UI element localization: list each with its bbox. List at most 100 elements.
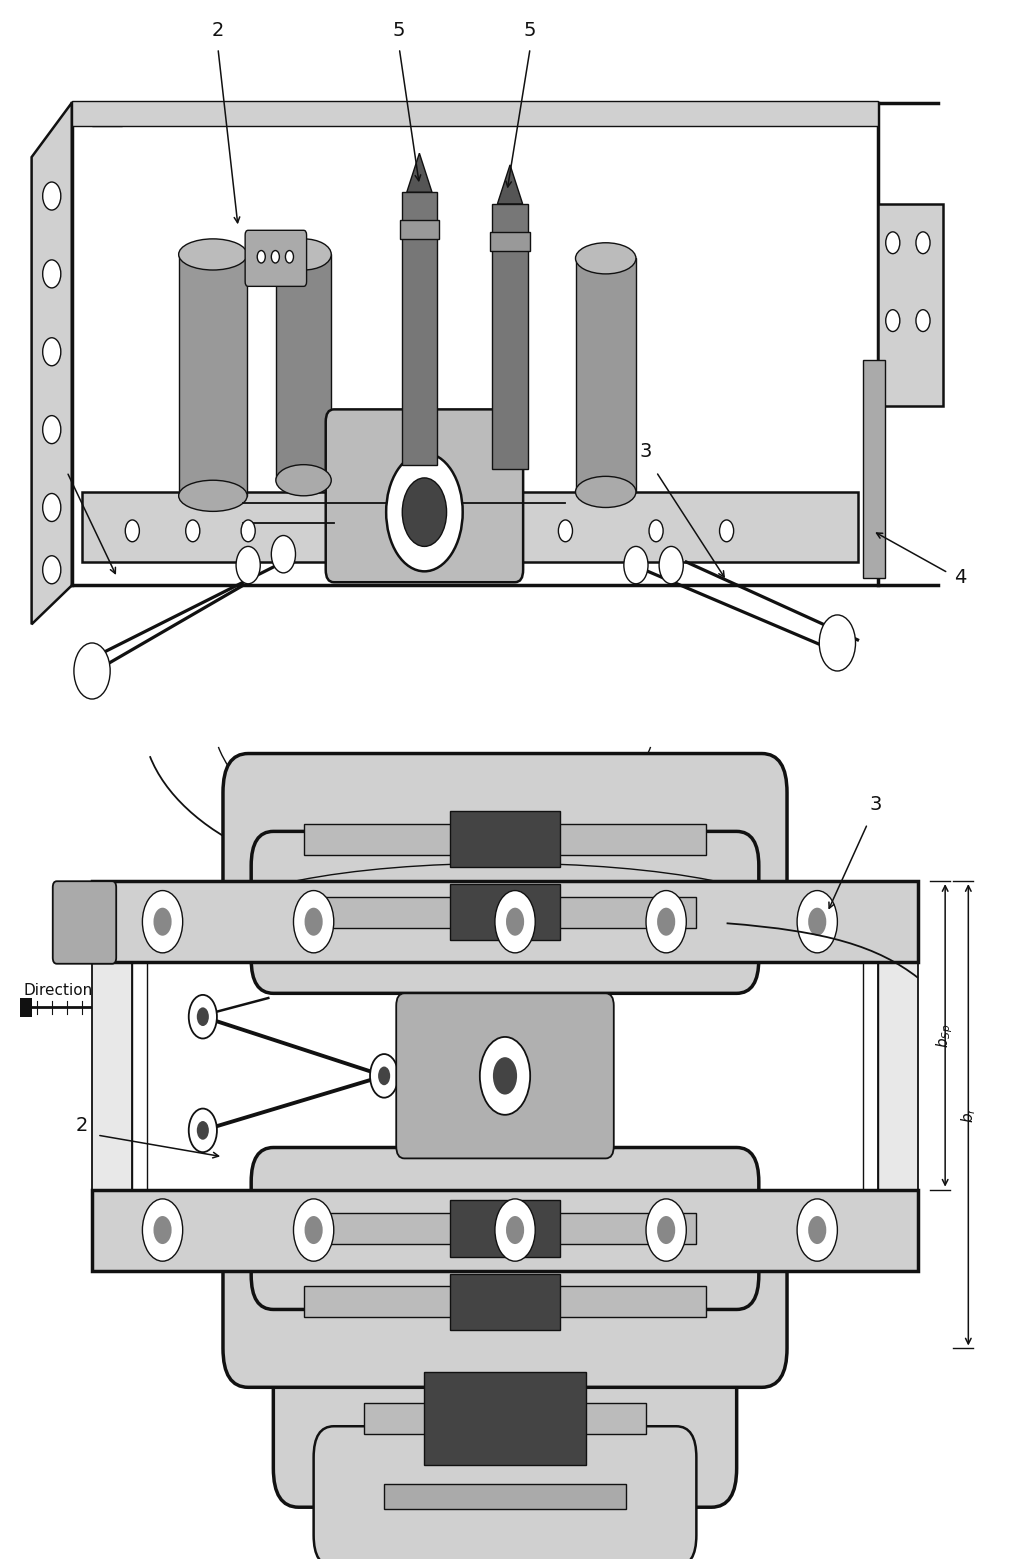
Ellipse shape	[276, 239, 331, 270]
Circle shape	[886, 232, 900, 254]
Bar	[364, 1402, 646, 1434]
Bar	[449, 811, 561, 867]
FancyBboxPatch shape	[251, 831, 759, 994]
Bar	[878, 963, 918, 1190]
Circle shape	[624, 546, 648, 583]
FancyBboxPatch shape	[53, 881, 116, 964]
Bar	[304, 1285, 706, 1317]
Polygon shape	[72, 103, 122, 126]
Circle shape	[378, 1067, 390, 1086]
Circle shape	[559, 519, 573, 541]
Bar	[92, 1190, 918, 1270]
Text: $b_{Sp}$: $b_{Sp}$	[935, 1023, 955, 1048]
Bar	[314, 1214, 696, 1243]
FancyBboxPatch shape	[251, 1148, 759, 1309]
Circle shape	[386, 452, 463, 571]
FancyBboxPatch shape	[414, 1017, 596, 1136]
Circle shape	[719, 519, 733, 541]
Circle shape	[286, 251, 294, 264]
Circle shape	[197, 1122, 209, 1140]
Circle shape	[305, 908, 322, 936]
Circle shape	[797, 1200, 837, 1260]
FancyBboxPatch shape	[223, 1217, 787, 1387]
Bar	[576, 259, 636, 491]
Bar	[424, 1371, 586, 1465]
Bar	[449, 1273, 561, 1329]
Circle shape	[819, 615, 855, 671]
Bar	[491, 232, 529, 251]
Circle shape	[42, 261, 61, 289]
Bar	[384, 1484, 626, 1509]
Polygon shape	[31, 103, 72, 624]
Polygon shape	[498, 165, 522, 204]
Circle shape	[797, 891, 837, 953]
Circle shape	[42, 415, 61, 443]
Circle shape	[241, 519, 256, 541]
Circle shape	[646, 1200, 687, 1260]
Circle shape	[660, 546, 684, 583]
Bar	[400, 220, 439, 239]
Text: 5: 5	[393, 22, 405, 41]
Circle shape	[74, 643, 110, 699]
FancyBboxPatch shape	[396, 994, 614, 1159]
Circle shape	[916, 232, 930, 254]
Ellipse shape	[576, 243, 636, 275]
Bar	[493, 204, 527, 468]
Ellipse shape	[576, 476, 636, 507]
Circle shape	[142, 1200, 183, 1260]
Circle shape	[658, 1217, 676, 1243]
Text: 3: 3	[639, 441, 652, 460]
Ellipse shape	[179, 239, 247, 270]
Text: 3: 3	[870, 796, 882, 814]
Circle shape	[886, 310, 900, 332]
Circle shape	[142, 891, 183, 953]
Circle shape	[485, 1045, 525, 1108]
FancyBboxPatch shape	[314, 1426, 696, 1560]
Bar	[179, 254, 247, 496]
Bar	[449, 885, 561, 941]
Text: 2: 2	[212, 22, 224, 41]
Text: 4: 4	[954, 568, 967, 587]
Circle shape	[370, 1055, 398, 1098]
Circle shape	[305, 1217, 322, 1243]
Circle shape	[42, 555, 61, 583]
Circle shape	[258, 251, 266, 264]
Bar	[878, 204, 943, 406]
Circle shape	[658, 908, 676, 936]
Bar	[402, 192, 437, 465]
Bar	[314, 897, 696, 928]
Circle shape	[649, 519, 664, 541]
Circle shape	[186, 519, 200, 541]
Circle shape	[272, 251, 280, 264]
Circle shape	[42, 339, 61, 365]
Circle shape	[808, 1217, 826, 1243]
Bar	[21, 796, 989, 1543]
Bar	[92, 881, 918, 963]
Text: 1: 1	[50, 441, 63, 460]
FancyBboxPatch shape	[245, 231, 307, 287]
Circle shape	[42, 183, 61, 211]
Circle shape	[125, 519, 139, 541]
FancyBboxPatch shape	[325, 409, 523, 582]
Circle shape	[42, 493, 61, 521]
Text: 5: 5	[524, 22, 536, 41]
Circle shape	[480, 1037, 530, 1115]
Text: 2: 2	[76, 1117, 88, 1136]
Bar	[82, 491, 857, 562]
Circle shape	[493, 1058, 517, 1095]
Ellipse shape	[276, 465, 331, 496]
Bar	[19, 998, 31, 1017]
Ellipse shape	[179, 480, 247, 512]
Bar	[72, 101, 878, 126]
Circle shape	[916, 310, 930, 332]
Text: $b_r$: $b_r$	[958, 1106, 978, 1123]
Bar	[449, 1201, 561, 1256]
Bar	[21, 17, 989, 780]
Circle shape	[154, 908, 172, 936]
Circle shape	[154, 1217, 172, 1243]
Circle shape	[646, 891, 687, 953]
Circle shape	[808, 908, 826, 936]
Circle shape	[294, 891, 333, 953]
Circle shape	[506, 908, 524, 936]
FancyBboxPatch shape	[274, 1329, 736, 1507]
